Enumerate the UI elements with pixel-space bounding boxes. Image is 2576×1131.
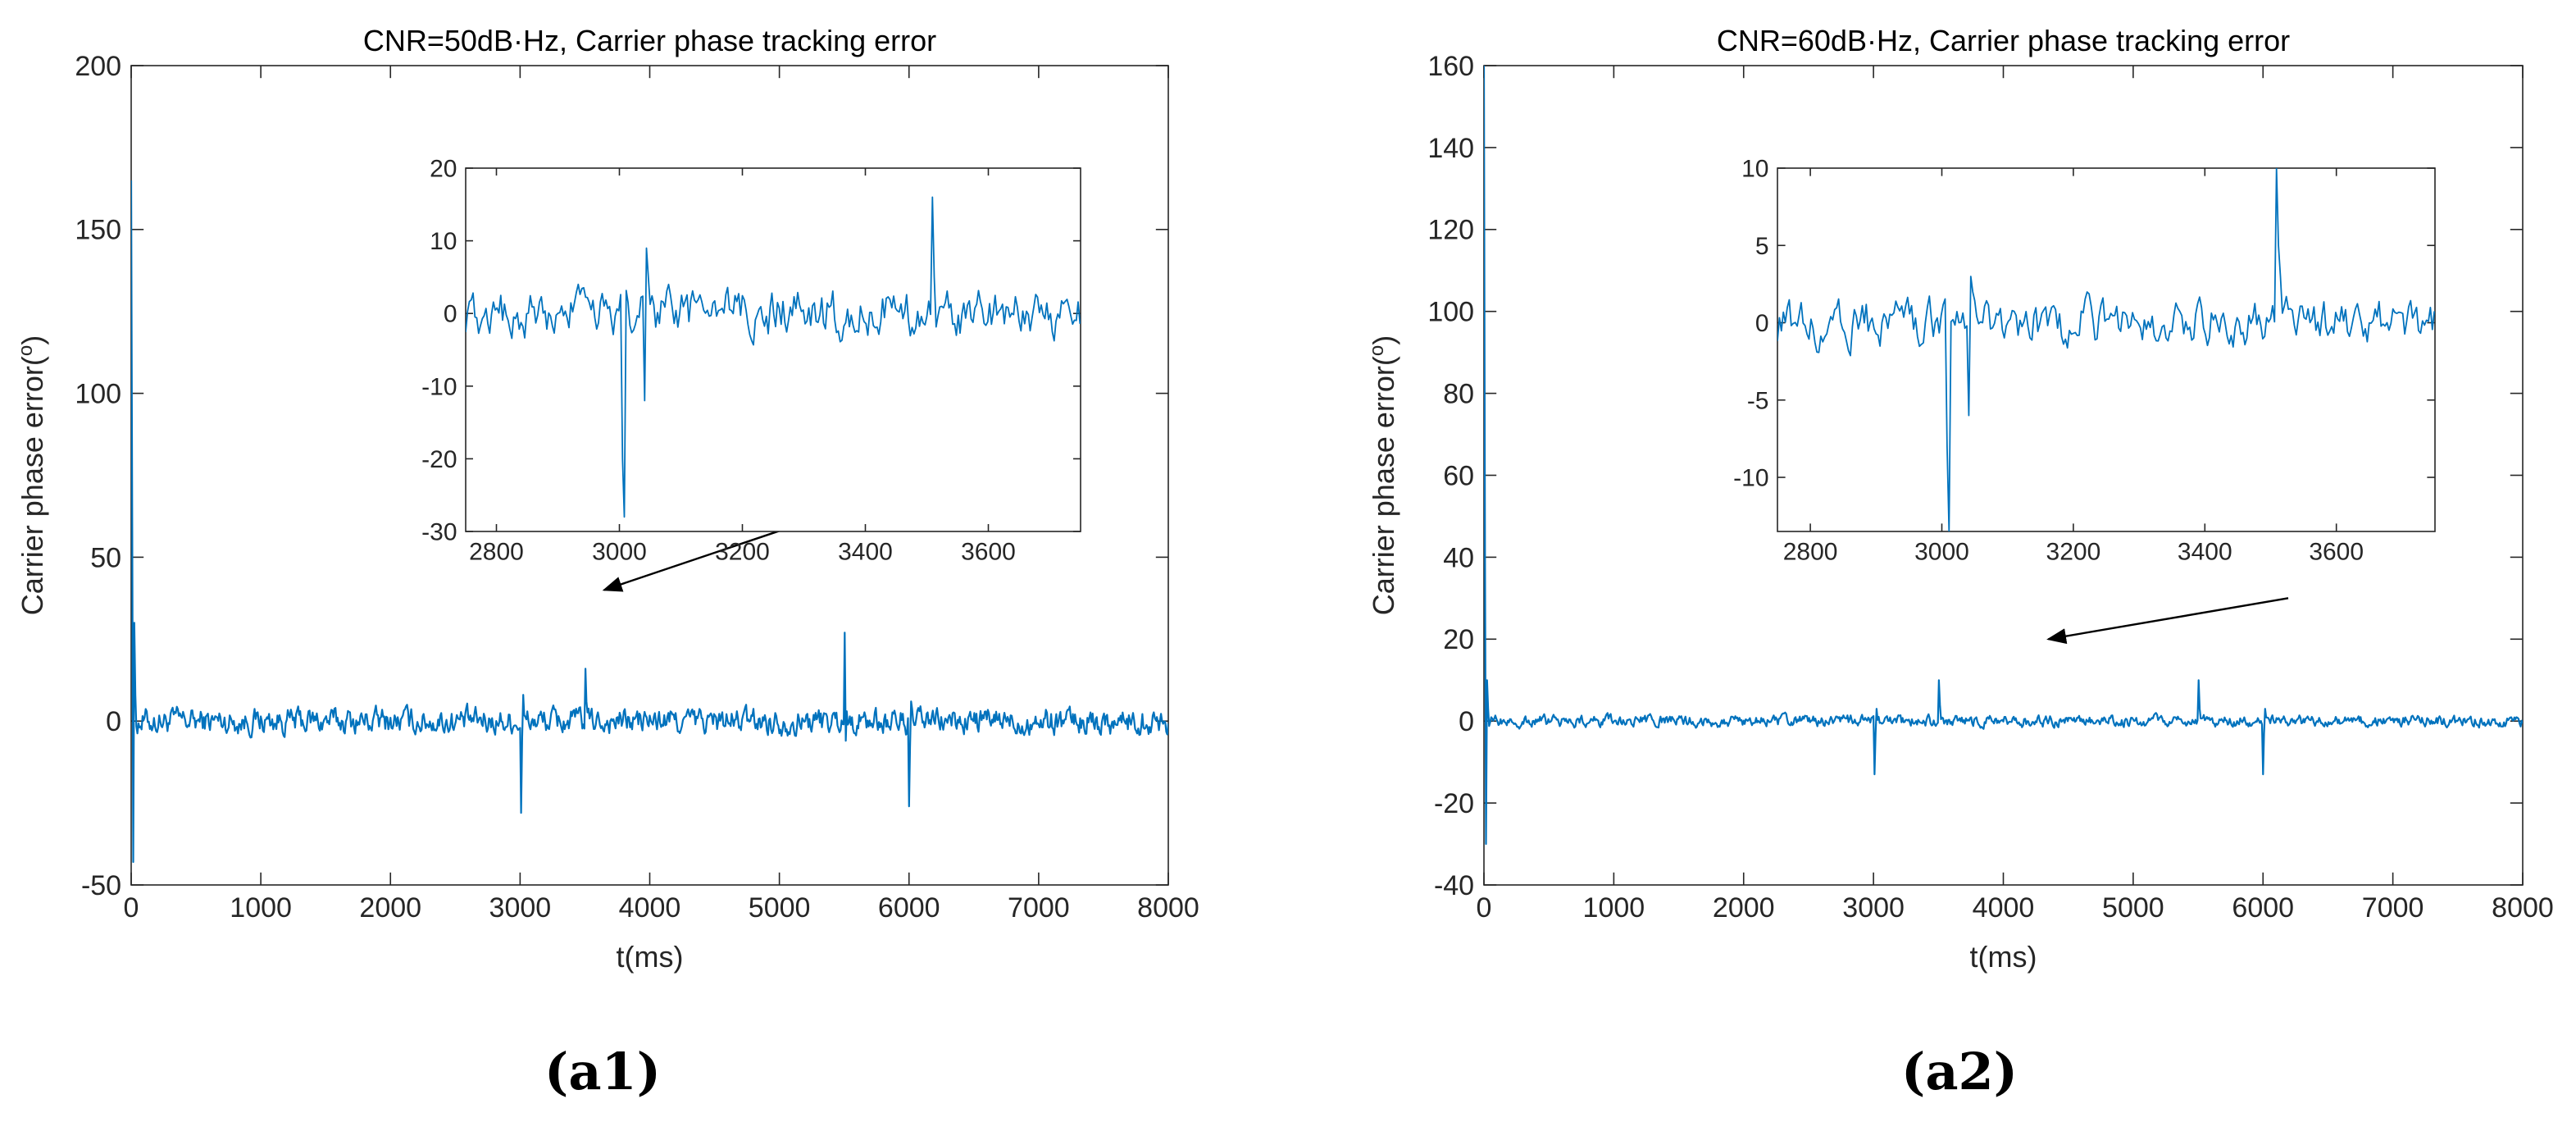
inset-series-line-1 — [1777, 168, 2435, 531]
main-ytick-label: 100 — [75, 379, 121, 410]
main-ytick-label: 80 — [1443, 379, 1474, 410]
main-ytick-label: 160 — [1427, 51, 1474, 82]
y-axis-label: Carrier phase error(o) — [15, 335, 50, 615]
main-xtick-label: 8000 — [1137, 892, 1199, 923]
inset-xtick-label: 3000 — [592, 539, 647, 566]
main-ytick-label: 0 — [1459, 706, 1474, 737]
main-xtick-label: 7000 — [1008, 892, 1070, 923]
inset-ytick-label: 0 — [444, 301, 457, 328]
inset-xtick-label: 3600 — [961, 539, 1016, 566]
main-xtick-label: 6000 — [878, 892, 940, 923]
inset-axes-box — [1777, 167, 2436, 532]
inset-ytick-label: 10 — [1741, 156, 1768, 183]
main-ytick-label: 100 — [1427, 297, 1474, 328]
series-line-1 — [1484, 66, 2523, 846]
x-axis-label: t(ms) — [1970, 940, 2037, 974]
y-axis-label-text: Carrier phase error( — [1367, 356, 1400, 615]
inset-ytick-label: -10 — [1733, 465, 1768, 492]
inset-ytick-label: 20 — [430, 156, 457, 183]
inset-ytick-label: -5 — [1747, 387, 1769, 414]
inset-xtick-label: 3000 — [1914, 539, 1969, 566]
main-ytick-label: 200 — [75, 51, 121, 82]
main-xtick-label: 4000 — [1973, 892, 2035, 923]
y-axis-label-text: Carrier phase error( — [16, 356, 49, 615]
main-ytick-label: 120 — [1427, 215, 1474, 246]
inset-ytick-label: 0 — [1755, 310, 1769, 337]
y-axis-label-unit: o — [15, 345, 37, 356]
inset-series-line-0 — [466, 196, 1081, 518]
main-xtick-label: 2000 — [1713, 892, 1775, 923]
main-xtick-label: 5000 — [749, 892, 811, 923]
main-ytick-label: -20 — [1434, 788, 1474, 819]
inset-xtick-label: 2800 — [469, 539, 524, 566]
inset-ytick-label: 5 — [1755, 233, 1769, 260]
x-axis-label: t(ms) — [617, 940, 684, 974]
chart-title: CNR=50dB·Hz, Carrier phase tracking erro… — [363, 24, 936, 57]
inset-xtick-label: 3600 — [2309, 539, 2364, 566]
inset-ytick-label: -30 — [421, 519, 457, 546]
inset-xtick-label: 2800 — [1783, 539, 1838, 566]
main-xtick-label: 0 — [124, 892, 139, 923]
main-xtick-label: 6000 — [2232, 892, 2294, 923]
y-axis-label-suffix: ) — [1367, 335, 1400, 345]
y-axis-label-unit: o — [1366, 345, 1388, 356]
inset-axes-box — [465, 167, 1081, 532]
main-xtick-label: 5000 — [2102, 892, 2164, 923]
main-ytick-label: -40 — [1434, 870, 1474, 901]
main-ytick-label: 0 — [106, 706, 121, 737]
arrow-annotation — [2046, 597, 2289, 645]
panel-label-a1: (a1) — [544, 1042, 661, 1101]
y-axis-label: Carrier phase error(o) — [1366, 335, 1401, 615]
inset-ytick-label: -20 — [421, 446, 457, 473]
inset-ytick-label: 10 — [430, 228, 457, 255]
main-ytick-label: -50 — [81, 870, 121, 901]
main-xtick-label: 3000 — [1842, 892, 1905, 923]
main-ytick-label: 50 — [90, 542, 121, 573]
main-xtick-label: 1000 — [230, 892, 292, 923]
y-axis-label-suffix: ) — [16, 335, 49, 345]
inset-xtick-label: 3200 — [715, 539, 770, 566]
series-line-0 — [131, 180, 1168, 864]
chart-a2: 0 1000 2000 3000 4000 5000 6000 7000 8000-40-200… — [1366, 24, 2554, 974]
inset-xtick-label: 3200 — [2046, 539, 2101, 566]
main-xtick-label: 7000 — [2362, 892, 2424, 923]
inset-xtick-label: 3400 — [2178, 539, 2232, 566]
inset-xtick-label: 3400 — [838, 539, 893, 566]
chart-title: CNR=60dB·Hz, Carrier phase tracking erro… — [1717, 24, 2290, 57]
main-ytick-label: 150 — [75, 215, 121, 246]
main-ytick-label: 40 — [1443, 542, 1474, 573]
panel-label-a2: (a2) — [1901, 1042, 2018, 1101]
inset-ytick-label: -10 — [421, 373, 457, 400]
main-xtick-label: 8000 — [2492, 892, 2554, 923]
main-xtick-label: 2000 — [359, 892, 421, 923]
main-ytick-label: 20 — [1443, 624, 1474, 655]
main-xtick-label: 1000 — [1583, 892, 1645, 923]
main-ytick-label: 140 — [1427, 133, 1474, 164]
arrow-annotation — [602, 523, 799, 592]
main-xtick-label: 3000 — [489, 892, 552, 923]
chart-a1: 0 1000 2000 3000 4000 5000 6000 7000 8000-500501… — [15, 24, 1199, 974]
main-xtick-label: 0 — [1477, 892, 1492, 923]
main-ytick-label: 60 — [1443, 460, 1474, 491]
main-xtick-label: 4000 — [619, 892, 681, 923]
